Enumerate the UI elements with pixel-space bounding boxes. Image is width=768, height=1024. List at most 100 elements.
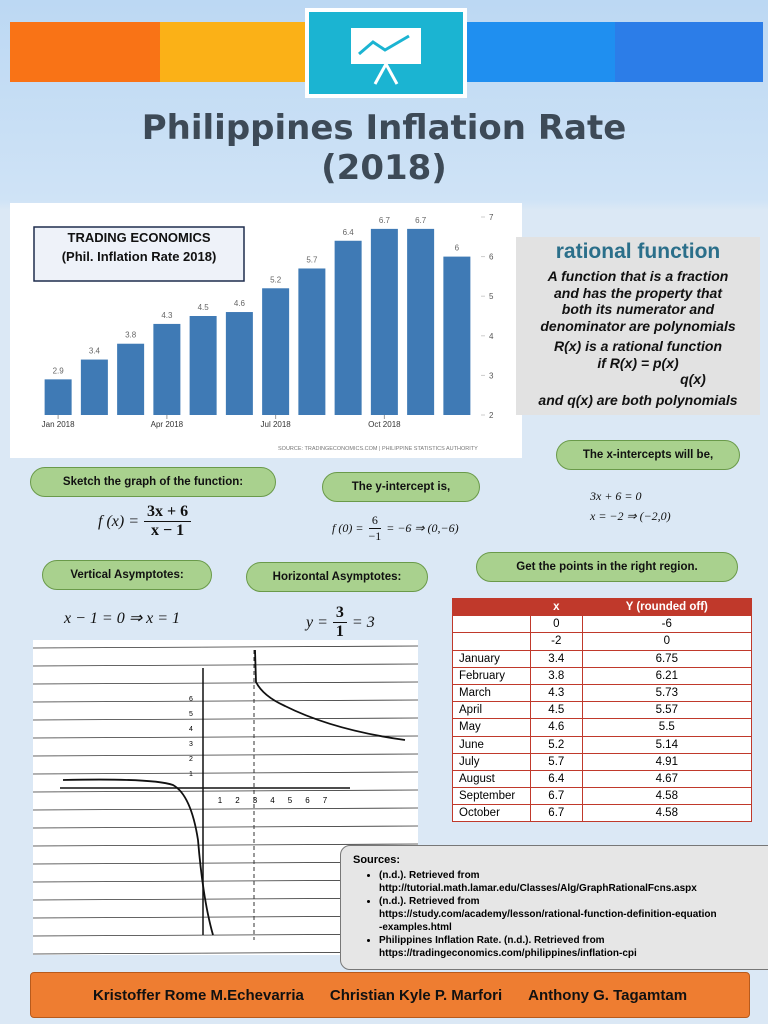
ruled-line [33, 825, 418, 829]
bar [80, 359, 108, 415]
header-cell [452, 597, 531, 617]
ruled-line [33, 717, 418, 721]
definition-line: q(x) [680, 371, 706, 387]
sketch-label: 1 [218, 796, 223, 805]
table-cell: 3.8 [530, 666, 583, 685]
y-tick-label: 5 [489, 292, 494, 301]
sketch-label: 5 [189, 711, 193, 718]
formula-text: = 3 [351, 613, 375, 631]
bar [443, 256, 471, 415]
definition-text: A function that is a fraction and has the… [516, 268, 760, 408]
y-tick-label: 7 [489, 213, 494, 222]
value-label: 4.5 [198, 303, 210, 312]
sources-list: (n.d.). Retrieved from http://tutorial.ma… [353, 869, 767, 960]
table-cell: -6 [581, 615, 753, 634]
table-cell: 5.14 [581, 735, 753, 754]
y-tick-label: 6 [489, 253, 494, 262]
ruled-line [33, 699, 418, 703]
table-cell: August [452, 769, 531, 789]
formula-text: f (0) = [332, 521, 364, 535]
bar [225, 312, 253, 415]
sources-title: Sources: [353, 854, 401, 866]
sketch-label: 6 [189, 696, 193, 703]
sketch-label: 7 [323, 796, 328, 805]
curve [254, 649, 406, 741]
table-row: 0 -6 [452, 615, 753, 634]
table-row: April 4.5 5.57 [452, 701, 753, 720]
table-cell: 5.2 [530, 735, 583, 754]
bar-chart: TRADING ECONOMICS (Phil. Inflation Rate … [10, 203, 522, 458]
table-row: July 5.7 4.91 [452, 752, 753, 771]
bar [262, 288, 290, 415]
numerator: 3 [332, 604, 347, 623]
author: Christian Kyle P. Marfori [329, 986, 503, 1004]
value-label: 2.9 [53, 366, 65, 375]
ruled-line [33, 789, 418, 793]
value-label: 6.7 [379, 216, 391, 225]
numerator: 3x + 6 [144, 503, 192, 522]
ruled-line [33, 735, 418, 739]
table-row: August 6.4 4.67 [452, 769, 753, 789]
table-cell: September [452, 787, 531, 806]
value-label: 5.7 [306, 255, 318, 264]
table-cell: 3.4 [530, 649, 583, 668]
table-cell: 4.5 [530, 701, 583, 720]
source-line: https://study.com/academy/lesson/rationa… [379, 909, 717, 920]
ruled-line [33, 681, 418, 685]
table-cell: 4.67 [581, 769, 753, 789]
x-tick-label: Jan 2018 [42, 420, 75, 429]
table-row: February 3.8 6.21 [452, 666, 753, 685]
stripe [160, 22, 305, 82]
table-cell: 4.3 [530, 683, 583, 703]
presentation-icon [305, 8, 467, 98]
table-cell: 0 [530, 615, 583, 634]
ruled-line [33, 807, 418, 811]
sketch-label: 3 [253, 796, 258, 805]
sketch-label: 2 [189, 756, 193, 763]
sketch-label: 1 [189, 771, 193, 778]
source-item: (n.d.). Retrieved from http://tutorial.ma… [379, 869, 767, 895]
table-cell: 4.58 [581, 787, 753, 806]
table-cell: 5.5 [581, 718, 753, 737]
definition-line: R(x) is a rational function [553, 338, 722, 354]
table-cell: 6.7 [530, 804, 583, 823]
table-cell: 5.7 [530, 752, 583, 771]
definition-title: rational function [555, 240, 721, 263]
formula: 3x + 6 = 0 [590, 489, 642, 503]
value-label: 6.7 [415, 216, 427, 225]
bar [334, 240, 362, 415]
table-cell: April [452, 701, 531, 720]
definition-line: denominator are polynomials [540, 317, 736, 334]
denominator: −1 [368, 529, 382, 543]
definition-line: and q(x) are both polynomials [538, 391, 738, 408]
table-row: January 3.4 6.75 [452, 649, 753, 668]
table-cell: March [452, 683, 531, 703]
step-label: Get the points in the right region. [476, 552, 738, 582]
bar [189, 316, 217, 415]
bar [117, 343, 145, 415]
table-cell: February [452, 666, 531, 685]
authors-bar: Kristoffer Rome M.Echevarria Christian K… [30, 972, 750, 1018]
table-cell [452, 615, 531, 634]
bar [298, 268, 326, 415]
table-cell: July [452, 752, 531, 771]
table-row: October 6.7 4.58 [452, 804, 753, 823]
table-row: March 4.3 5.73 [452, 683, 753, 703]
numerator: 6 [368, 513, 381, 529]
table-cell: January [452, 649, 531, 668]
table-cell: 6.4 [530, 769, 583, 789]
table-row: September 6.7 4.58 [452, 787, 753, 806]
table-cell: -2 [530, 632, 583, 651]
value-label: 3.4 [89, 347, 101, 356]
table-cell: October [452, 804, 531, 823]
value-label: 5.2 [270, 275, 282, 284]
denominator: x − 1 [151, 522, 185, 539]
table-cell [452, 632, 531, 651]
table-cell: 4.91 [581, 752, 753, 771]
formula: x − 1 = 0 ⇒ x = 1 [64, 610, 180, 627]
value-label: 6.4 [343, 228, 355, 237]
source-line: https://tradingeconomics.com/philippines… [379, 948, 637, 959]
source-line: (n.d.). Retrieved from [379, 896, 480, 907]
sources-box: Sources: (n.d.). Retrieved from http://tu… [340, 845, 768, 970]
